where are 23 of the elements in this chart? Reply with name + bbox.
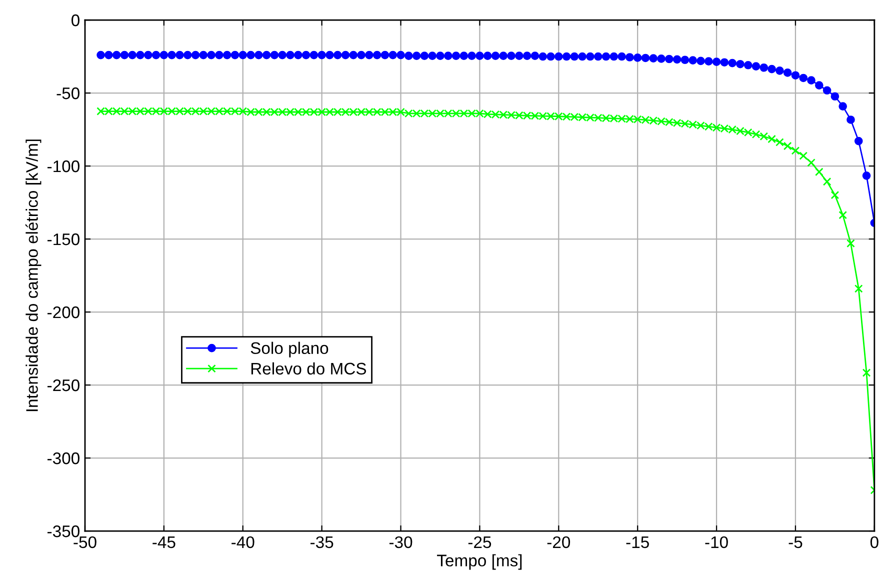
- y-tick-label: -150: [48, 233, 80, 246]
- x-tick-label: 0: [870, 536, 878, 548]
- x-tick-label: -10: [705, 536, 728, 548]
- y-tick-label: 0: [72, 14, 80, 26]
- y-tick-label: -300: [48, 452, 80, 464]
- y-axis-title: Intensidade do campo elétrico [kV/m]: [25, 140, 42, 412]
- x-axis-title: Tempo [ms]: [437, 554, 522, 570]
- y-tick-label: -100: [48, 160, 80, 172]
- legend-label: Solo plano: [250, 342, 328, 358]
- x-tick-label: -35: [310, 536, 334, 548]
- x-tick-label: -50: [74, 536, 96, 548]
- legend-label: Relevo do MCS: [251, 362, 366, 375]
- x-tick-label: -5: [788, 536, 802, 548]
- x-tick-label: -30: [389, 536, 412, 548]
- y-tick-label: -350: [48, 525, 80, 538]
- x-tick-label: -25: [468, 536, 492, 548]
- x-tick-label: -15: [626, 536, 649, 548]
- x-tick-label: -20: [547, 536, 570, 548]
- x-tick-label: -45: [152, 536, 176, 548]
- y-tick-label: -200: [48, 306, 80, 318]
- y-tick-label: -250: [48, 379, 80, 392]
- x-tick-label: -40: [232, 536, 254, 548]
- y-tick-label: -50: [56, 87, 80, 100]
